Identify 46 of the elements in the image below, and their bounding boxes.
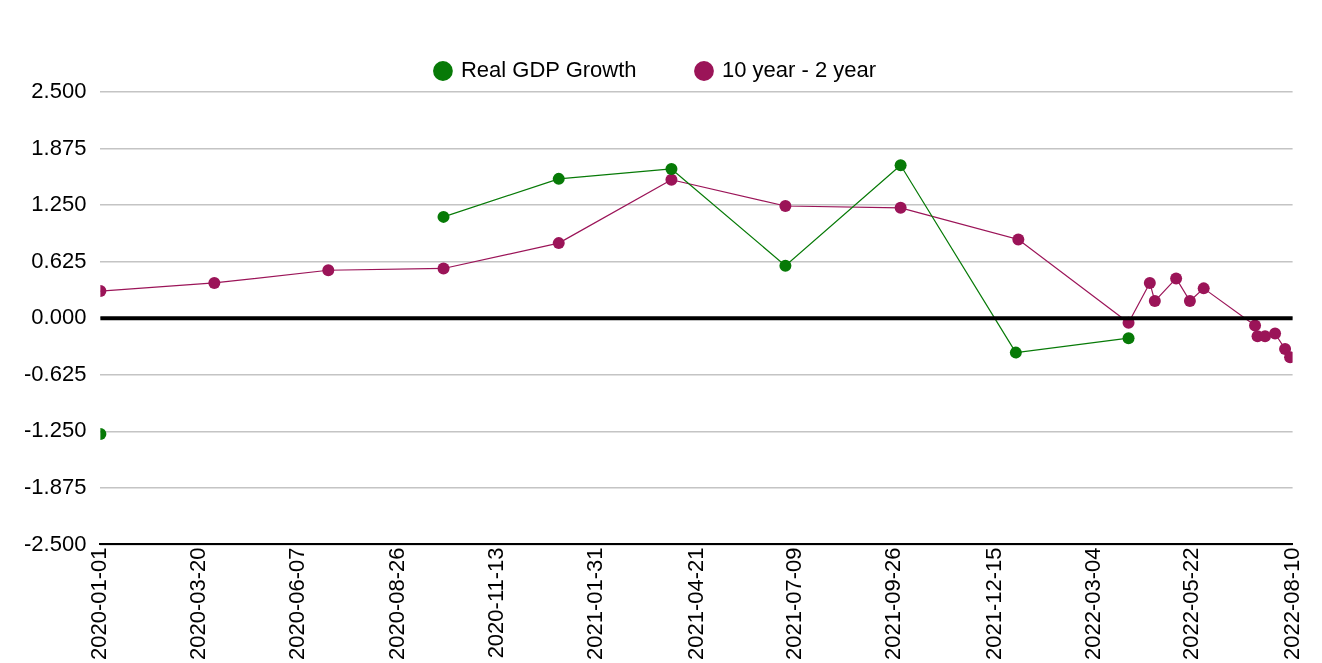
y-tick-label: 2.500 bbox=[31, 78, 87, 104]
point bbox=[665, 162, 678, 175]
point bbox=[552, 237, 565, 250]
x-tick-label: 2020-01-01 bbox=[86, 547, 112, 661]
point bbox=[779, 259, 792, 272]
point bbox=[779, 200, 792, 213]
point bbox=[208, 276, 221, 289]
legend-label: 10 year - 2 year bbox=[721, 57, 877, 83]
x-tick-label: 2021-12-15 bbox=[980, 547, 1006, 661]
point bbox=[1012, 233, 1025, 246]
point bbox=[1122, 332, 1135, 345]
point bbox=[1009, 346, 1022, 359]
y-tick-label: -0.625 bbox=[23, 360, 87, 386]
point bbox=[665, 173, 678, 186]
x-tick-label: 2020-06-07 bbox=[284, 547, 310, 661]
x-tick-label: 2022-08-10 bbox=[1278, 547, 1304, 661]
y-tick-label: 1.875 bbox=[31, 134, 87, 160]
legend-label: Real GDP Growth bbox=[460, 57, 637, 83]
y-tick-label: 1.250 bbox=[31, 191, 87, 217]
x-tick-label: 2021-09-26 bbox=[880, 547, 906, 661]
point bbox=[437, 262, 450, 275]
point bbox=[1249, 319, 1262, 332]
x-tick-label: 2021-04-21 bbox=[682, 547, 708, 661]
y-tick-label: -1.875 bbox=[23, 473, 87, 499]
y-tick-label: -1.250 bbox=[23, 417, 87, 443]
point bbox=[1170, 272, 1183, 285]
x-tick-label: 2022-03-04 bbox=[1079, 547, 1105, 661]
point bbox=[894, 201, 907, 214]
point bbox=[1143, 276, 1156, 289]
x-tick-label: 2020-03-20 bbox=[185, 547, 211, 661]
point bbox=[1148, 295, 1161, 308]
point bbox=[1197, 282, 1210, 295]
x-tick-label: 2022-05-22 bbox=[1178, 547, 1204, 661]
point bbox=[1269, 327, 1282, 340]
point bbox=[322, 264, 335, 277]
y-tick-label: 0.625 bbox=[31, 247, 87, 273]
x-tick-label: 2021-07-09 bbox=[781, 547, 807, 661]
point bbox=[894, 159, 907, 172]
point bbox=[552, 172, 565, 185]
y-tick-label: -2.500 bbox=[23, 530, 87, 556]
y-tick-label: 0.000 bbox=[31, 304, 87, 330]
point bbox=[1183, 295, 1196, 308]
x-tick-label: 2021-01-31 bbox=[582, 547, 608, 661]
point bbox=[437, 210, 450, 223]
x-tick-label: 2020-08-26 bbox=[384, 547, 410, 661]
x-tick-label: 2020-11-13 bbox=[483, 547, 509, 659]
